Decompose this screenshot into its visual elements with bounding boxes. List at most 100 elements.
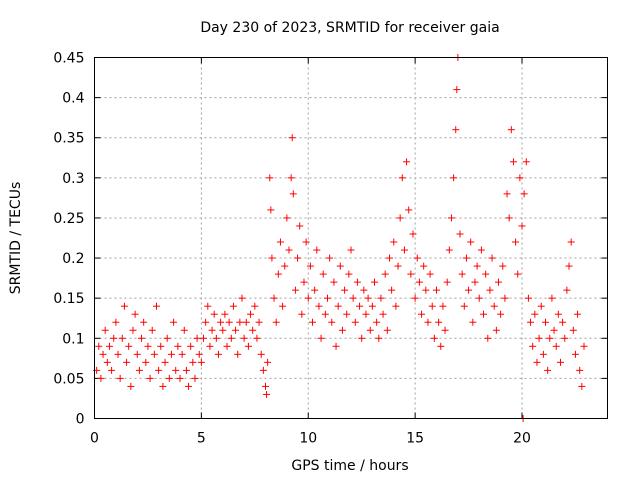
data-point [274,270,282,278]
data-point [242,318,250,326]
data-point [264,358,272,366]
data-point [270,294,278,302]
data-point [165,374,173,382]
data-point [326,254,334,262]
data-point [334,302,342,310]
data-point [225,318,233,326]
data-point [569,326,577,334]
data-point [552,342,560,350]
data-point [377,294,385,302]
data-point [232,326,240,334]
y-tick-label: 0.15 [53,291,84,307]
data-point [418,310,426,318]
data-points [93,54,588,422]
data-point [99,350,107,358]
data-point [309,318,317,326]
data-point [202,318,210,326]
data-point [176,374,184,382]
data-point [420,262,428,270]
data-point [462,254,470,262]
data-point [426,270,434,278]
data-point [497,310,505,318]
data-point [118,334,126,342]
data-point [512,238,520,246]
data-point [535,334,543,342]
data-point [294,254,302,262]
data-point [428,302,436,310]
data-point [480,310,488,318]
data-point [373,318,381,326]
data-point [550,326,558,334]
data-point [494,278,502,286]
y-tick-label: 0.25 [53,211,84,227]
data-point [120,302,128,310]
data-point [469,318,477,326]
data-point [381,270,389,278]
y-tick-label: 0.45 [53,51,84,67]
data-point [167,350,175,358]
data-point [390,238,398,246]
data-point [403,158,411,166]
data-point [319,270,327,278]
data-point [437,342,445,350]
data-point [443,278,451,286]
data-point [360,286,368,294]
data-point [108,366,116,374]
data-point [276,238,284,246]
data-point [112,318,120,326]
data-point [182,366,190,374]
x-tick-label: 0 [90,431,99,447]
data-point [133,350,141,358]
data-point [445,246,453,254]
data-point [125,342,133,350]
x-tick-label: 5 [197,431,206,447]
data-point [544,366,552,374]
data-point [263,390,271,398]
data-point [529,342,537,350]
data-point [475,294,483,302]
data-point [236,318,244,326]
y-tick-label: 0.4 [62,91,84,107]
chart-title: Day 230 of 2023, SRMTID for receiver gai… [200,20,499,36]
data-point [422,286,430,294]
data-point [524,294,532,302]
data-point [505,214,513,222]
data-point [227,334,235,342]
data-point [285,246,293,254]
data-point [379,310,387,318]
y-axis-label: SRMTID / TECUs [8,182,24,295]
y-tick-label: 0.35 [53,131,84,147]
data-point [185,382,193,390]
data-point [197,358,205,366]
data-point [298,310,306,318]
data-point [208,326,216,334]
data-point [396,214,404,222]
y-tick-label: 0.05 [53,371,84,387]
data-point [452,126,460,134]
data-point [546,334,554,342]
data-point [306,262,314,270]
data-point [383,326,391,334]
data-point [323,294,331,302]
data-point [407,270,415,278]
data-point [138,334,146,342]
data-point [330,278,338,286]
data-point [105,342,113,350]
x-tick-label: 20 [513,431,531,447]
data-point [163,334,171,342]
data-point [516,174,524,182]
data-point [114,350,122,358]
data-point [200,334,208,342]
data-point [302,238,310,246]
data-point [161,358,169,366]
data-point [180,326,188,334]
data-point [259,366,267,374]
data-point [266,174,274,182]
data-point [460,302,468,310]
data-point [223,342,231,350]
data-point [187,342,195,350]
data-point [484,334,492,342]
data-point [400,246,408,254]
data-point [234,350,242,358]
